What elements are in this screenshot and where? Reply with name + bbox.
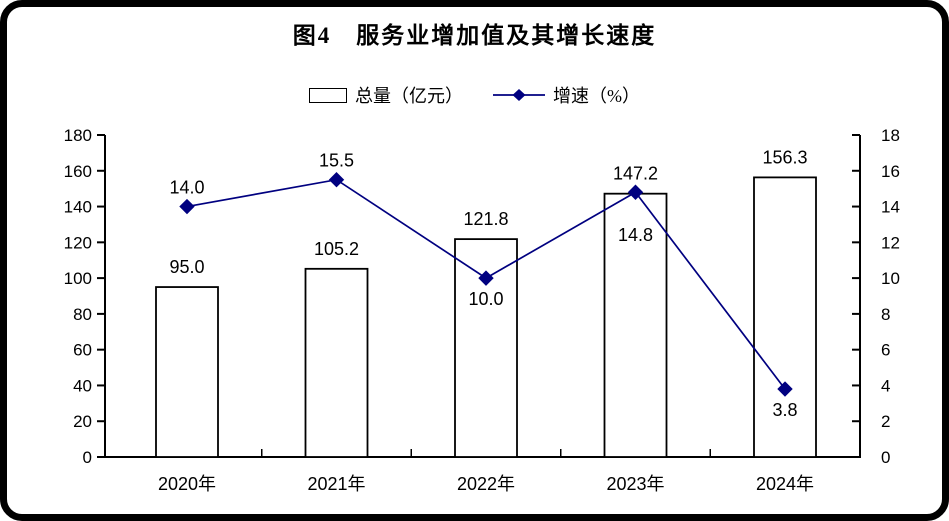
line-value-label: 3.8: [772, 400, 797, 420]
line-marker: [478, 270, 494, 286]
right-axis-tick-label: 12: [881, 233, 900, 252]
right-axis-tick-label: 2: [881, 412, 890, 431]
left-axis-tick-label: 140: [64, 198, 92, 217]
bar: [603, 192, 668, 458]
x-axis-label: 2023年: [606, 474, 664, 494]
left-axis-tick-label: 20: [73, 412, 92, 431]
right-axis-tick-label: 6: [881, 341, 890, 360]
bar-value-label: 95.0: [169, 257, 204, 277]
chart-title: 图4 服务业增加值及其增长速度: [292, 23, 657, 48]
right-axis-tick-label: 4: [881, 376, 890, 395]
bar-value-label: 147.2: [613, 164, 658, 184]
legend-label-growth: 增速（%）: [553, 86, 640, 106]
right-axis-tick-label: 8: [881, 305, 890, 324]
x-axis-label: 2022年: [457, 474, 515, 494]
line-marker: [627, 184, 644, 200]
right-axis-tick-label: 16: [881, 162, 900, 181]
legend-bar-swatch: [309, 87, 347, 103]
bar-value-label: 156.3: [762, 147, 807, 167]
left-axis-tick-label: 60: [73, 341, 92, 360]
legend-label-total: 总量（亿元）: [355, 86, 463, 106]
right-axis-tick-label: 10: [881, 269, 900, 288]
right-axis-tick-label: 14: [881, 198, 900, 217]
left-axis-tick-label: 120: [64, 233, 92, 252]
x-axis-label: 2024年: [756, 474, 814, 494]
legend-item-growth: 增速（%）: [493, 82, 640, 108]
left-axis-tick-label: 160: [64, 162, 92, 181]
line-marker: [777, 381, 793, 397]
left-axis-tick-label: 180: [64, 126, 92, 145]
chart-legend: 总量（亿元） 增速（%）: [0, 82, 949, 108]
right-axis-tick-label: 0: [881, 448, 890, 467]
line-value-label: 15.5: [319, 151, 354, 171]
legend-line-swatch: [493, 87, 545, 103]
line-marker: [328, 172, 345, 188]
left-axis-tick-label: 80: [73, 305, 92, 324]
left-axis-tick-label: 0: [83, 448, 92, 467]
bar: [753, 176, 817, 458]
legend-item-total: 总量（亿元）: [309, 82, 463, 108]
x-axis-label: 2021年: [307, 474, 365, 494]
right-axis-tick-label: 18: [881, 126, 900, 145]
line-value-label: 14.8: [618, 225, 653, 245]
x-axis-label: 2020年: [158, 474, 216, 494]
line-value-label: 14.0: [169, 178, 204, 198]
bar: [155, 286, 219, 458]
bar: [304, 267, 369, 458]
line-value-label: 10.0: [468, 289, 503, 309]
left-axis-tick-label: 40: [73, 376, 92, 395]
legend-diamond-marker: [512, 89, 526, 101]
left-axis-tick-label: 100: [64, 269, 92, 288]
line-marker: [179, 198, 195, 215]
bar-value-label: 121.8: [463, 209, 508, 229]
bar-value-label: 105.2: [314, 239, 359, 259]
